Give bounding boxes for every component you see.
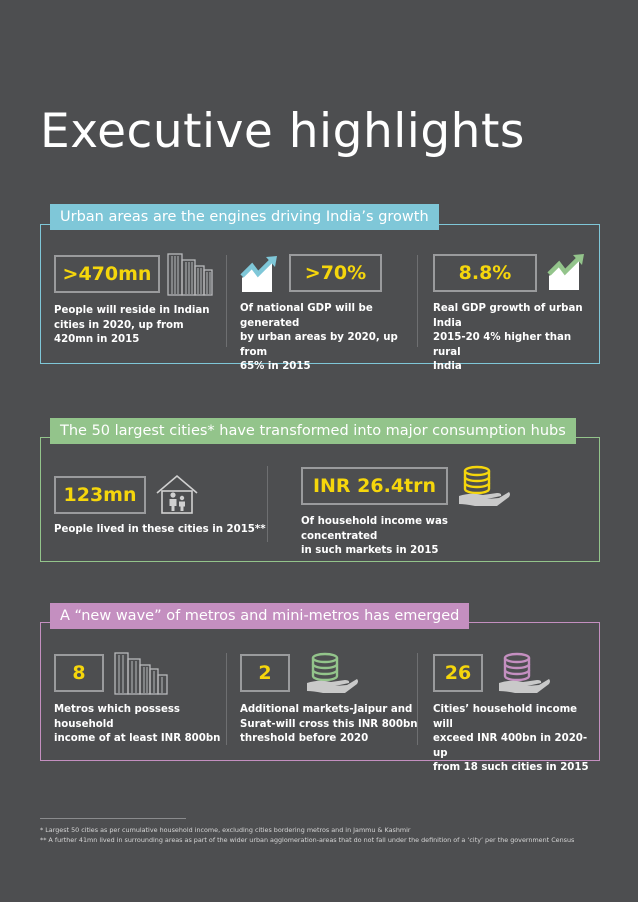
growth-chart-icon <box>547 254 584 290</box>
stat-value-gdp-share: >70% <box>289 254 382 292</box>
footnote-2: ** A further 41mn lived in surrounding a… <box>40 836 575 844</box>
stat-desc-cities-income: Cities’ household income will exceed INR… <box>433 704 589 773</box>
stat-desc-gdp-growth: Real GDP growth of urban India 2015-20 4… <box>433 303 583 372</box>
stat-desc-city-population: People lived in these cities in 2015** <box>54 524 266 535</box>
section-divider <box>267 466 268 542</box>
stat-desc-metros: Metros which possess household income of… <box>54 704 221 744</box>
stat-value-city-population: 123mn <box>54 476 146 514</box>
section-divider <box>226 653 227 745</box>
page-title: Executive highlights <box>40 104 525 159</box>
stat-desc-urban-population: People will reside in Indian cities in 2… <box>54 305 210 345</box>
stat-value-urban-population: >470mn <box>54 255 160 293</box>
footnote-rule <box>40 818 186 819</box>
coins-hand-icon <box>499 652 550 693</box>
coins-hand-icon <box>459 465 510 506</box>
stat-value-additional-markets: 2 <box>240 654 290 692</box>
stat-value-cities-income: 26 <box>433 654 483 692</box>
section-divider <box>226 255 227 347</box>
stat-desc-gdp-share: Of national GDP will be generated by urb… <box>240 303 398 372</box>
stat-value-household-income: INR 26.4trn <box>301 467 448 505</box>
coins-hand-icon <box>307 652 358 693</box>
buildings-icon <box>167 253 213 296</box>
stat-desc-additional-markets: Additional markets-Jaipur and Surat-will… <box>240 704 418 744</box>
section-divider <box>417 653 418 745</box>
section-new-wave-heading: A “new wave” of metros and mini-metros h… <box>50 603 470 629</box>
growth-chart-icon <box>240 256 277 292</box>
stat-value-gdp-growth: 8.8% <box>433 254 537 292</box>
section-consumption-hubs-heading: The 50 largest cities* have transformed … <box>50 418 576 444</box>
section-divider <box>417 255 418 347</box>
buildings-icon <box>114 652 168 695</box>
section-urban-growth-heading: Urban areas are the engines driving Indi… <box>50 204 439 230</box>
footnote-1: * Largest 50 cities as per cumulative ho… <box>40 826 411 834</box>
stat-desc-household-income: Of household income was concentrated in … <box>301 516 448 556</box>
house-family-icon <box>156 474 198 514</box>
stat-value-metros: 8 <box>54 654 104 692</box>
